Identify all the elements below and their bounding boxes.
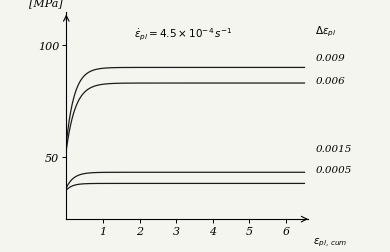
Text: 0.009: 0.009 (316, 54, 345, 62)
Text: 0.0015: 0.0015 (316, 144, 352, 153)
Text: $\dot{\varepsilon}_{pl} = 4.5 \times 10^{-4}\,s^{-1}$: $\dot{\varepsilon}_{pl} = 4.5 \times 10^… (134, 27, 232, 43)
Text: $\Delta\varepsilon_{pl}$: $\Delta\varepsilon_{pl}$ (316, 24, 337, 38)
Text: [MPa]: [MPa] (29, 0, 62, 9)
Text: 0.006: 0.006 (316, 76, 345, 85)
Text: 0.0005: 0.0005 (316, 165, 352, 174)
Text: $\varepsilon_{pl,\,cum}$: $\varepsilon_{pl,\,cum}$ (313, 236, 347, 248)
